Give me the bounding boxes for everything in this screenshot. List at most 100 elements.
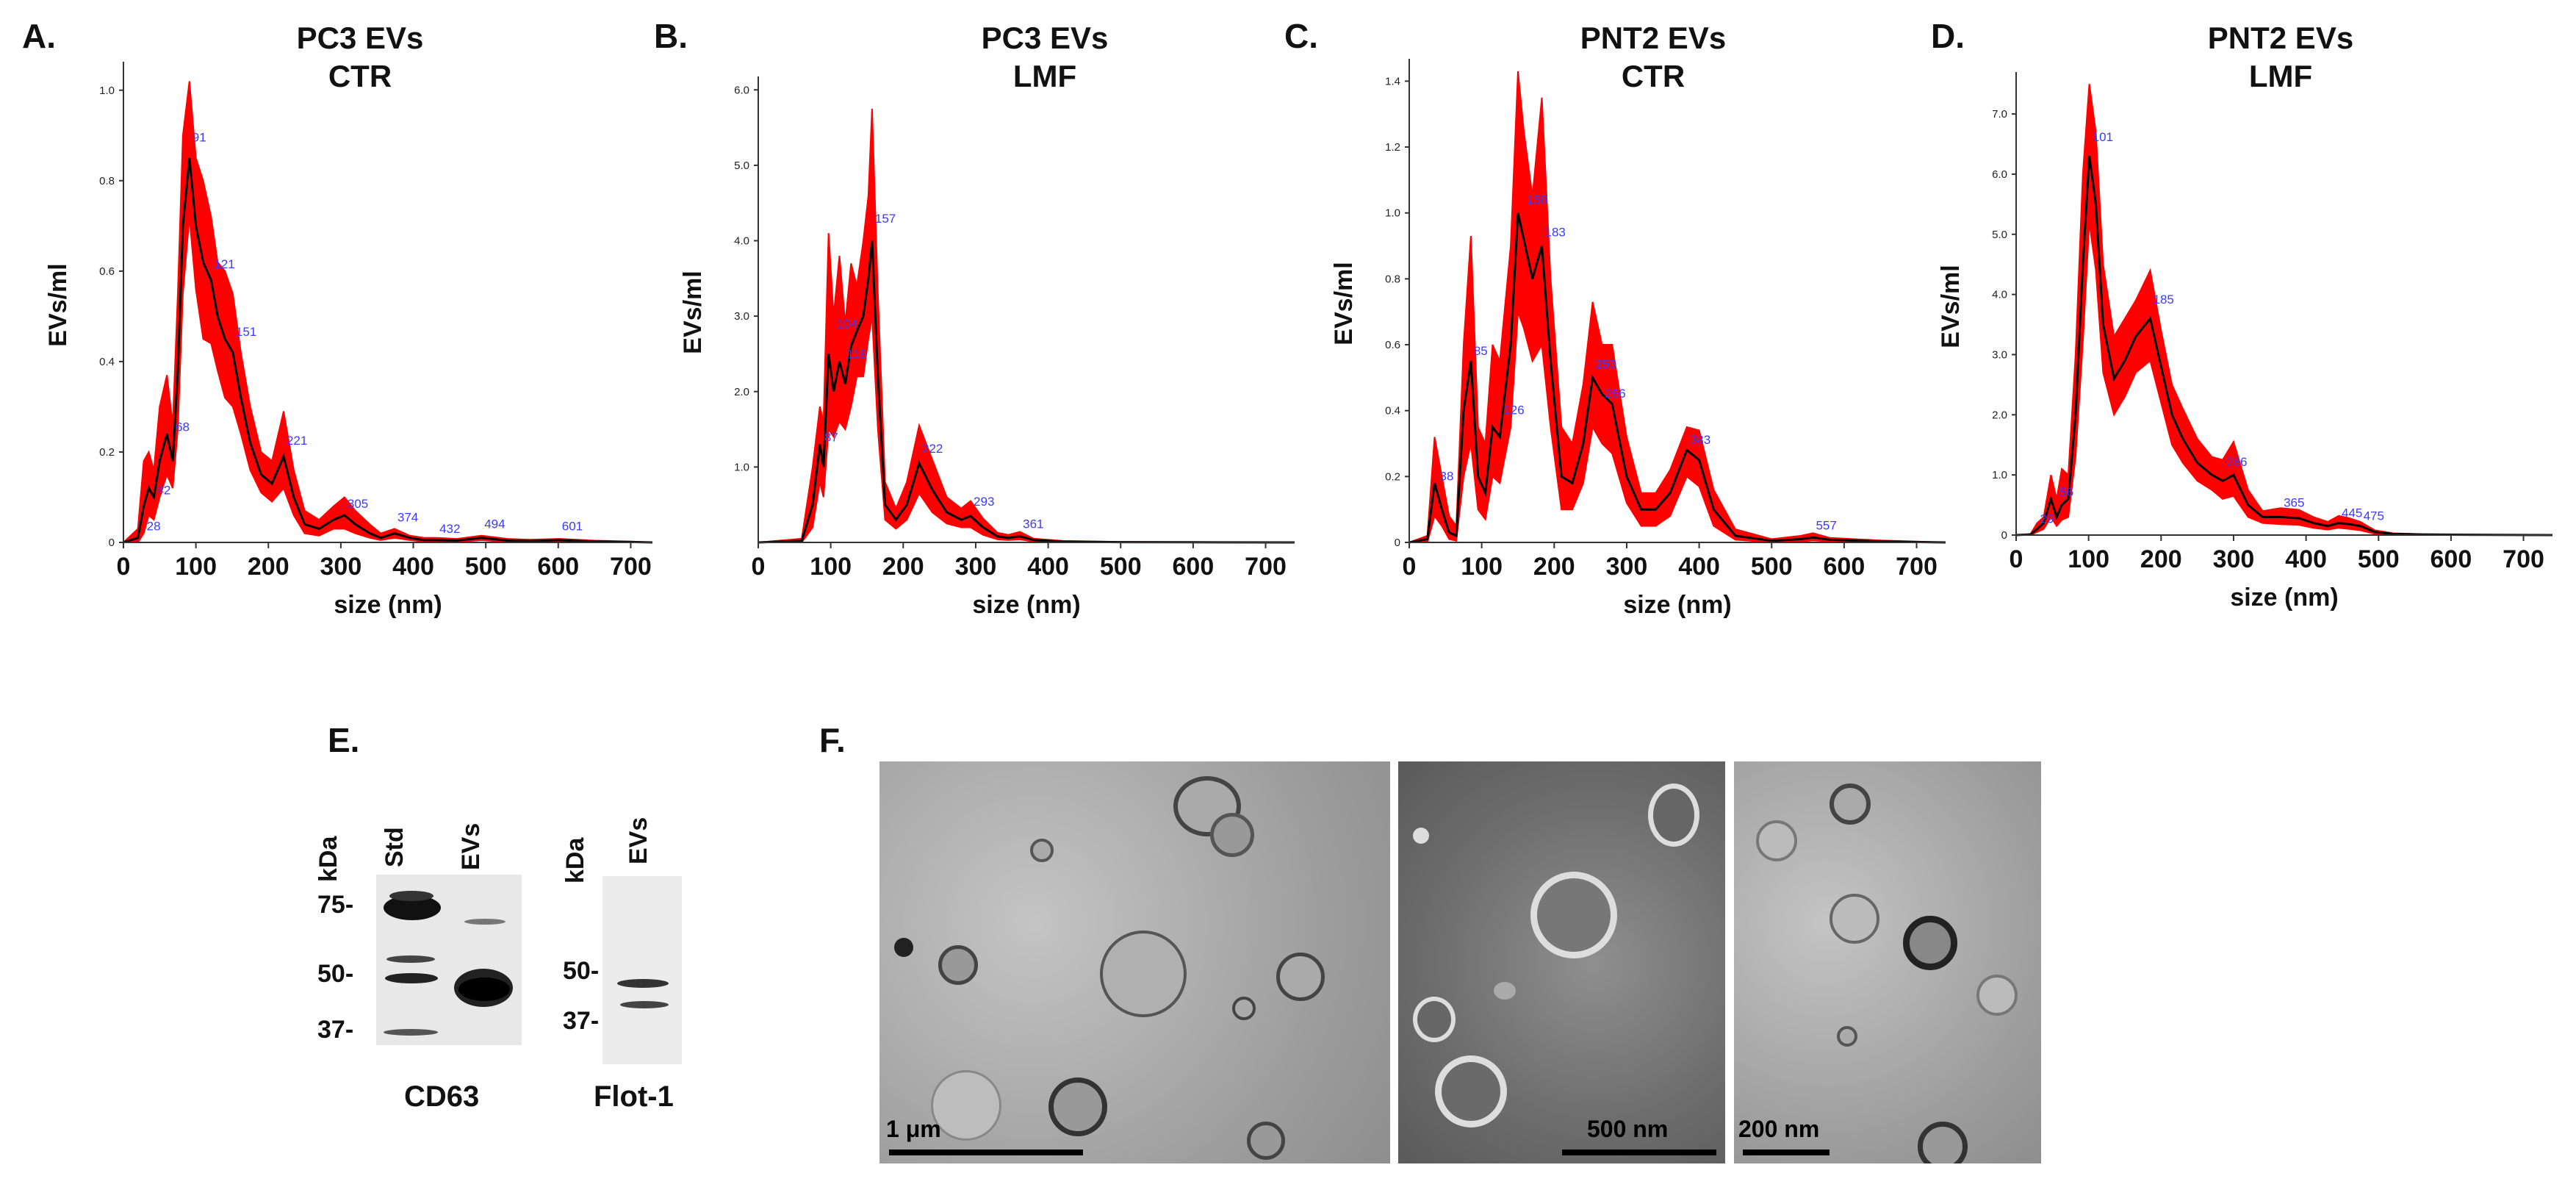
chart-c-y-tick-label: 0.4 — [1385, 405, 1400, 417]
chart-c-x-axis-label: size (nm) — [1623, 591, 1731, 619]
cd63-marker-37: 37- — [317, 1016, 354, 1044]
chart-a-x-tick-label: 0 — [117, 553, 131, 581]
em-scale-label-3: 200 nm — [1738, 1116, 1820, 1142]
em-image-1 — [879, 761, 1390, 1163]
chart-a-peak-label: 121 — [214, 257, 234, 271]
chart-c-y-tick-label: 1.2 — [1385, 141, 1400, 154]
chart-d-y-tick-label: 5.0 — [1992, 229, 2007, 241]
chart-d-x-tick-label: 700 — [2503, 545, 2544, 573]
chart-a-y-tick-label: 0.6 — [99, 265, 115, 278]
cd63-kda-label: kDa — [314, 836, 342, 882]
chart-d-x-tick-label: 200 — [2140, 545, 2182, 573]
chart-a-peak-label: 432 — [439, 522, 460, 536]
chart-b-peak-label: 293 — [974, 495, 994, 509]
chart-a-peak-label: 151 — [236, 325, 256, 339]
chart-c-title-line1: PNT2 EVs — [1580, 21, 1727, 55]
chart-c-peak-label: 126 — [1503, 404, 1524, 417]
chart-b-peak-label: 361 — [1023, 517, 1043, 531]
panel-letter-f: F. — [819, 721, 846, 759]
chart-b-x-tick-label: 100 — [810, 553, 852, 581]
chart-b-x-tick-label: 300 — [955, 553, 997, 581]
chart-d-y-tick-label: 7.0 — [1992, 108, 2007, 121]
flot-marker-50: 50- — [563, 957, 600, 985]
em-scale-label-2: 500 nm — [1587, 1116, 1669, 1142]
chart-a-peak-label: 91 — [193, 131, 206, 145]
chart-c-y-tick-label: 1.4 — [1385, 75, 1400, 87]
em-image-3 — [1734, 761, 2041, 1163]
chart-a-title-line1: PC3 EVs — [296, 21, 424, 55]
chart-c-y-tick-label: 0.6 — [1385, 339, 1400, 351]
chart-d-x-tick-label: 500 — [2358, 545, 2400, 573]
chart-d-title-line1: PNT2 EVs — [2207, 21, 2354, 55]
chart-a-peak-label: 374 — [397, 510, 418, 524]
chart-d-title-line2: LMF — [2248, 59, 2313, 93]
chart-c-y-axis-label: EVs/ml — [1330, 262, 1358, 345]
flot-blot-image — [602, 876, 682, 1064]
cd63-label: CD63 — [404, 1080, 480, 1113]
panel-letter-a: A. — [22, 17, 56, 55]
chart-d-y-tick-label: 2.0 — [1992, 409, 2007, 421]
cd63-marker-75: 75- — [317, 891, 354, 919]
cd63-lane-evs: EVs — [457, 822, 485, 870]
chart-b-y-axis-label: EVs/ml — [679, 270, 707, 354]
chart-a-peak-label: 221 — [287, 434, 307, 448]
cd63-blot-image — [376, 875, 522, 1045]
panel-letter-c: C. — [1284, 17, 1318, 55]
chart-b-peak-label: 157 — [875, 212, 896, 226]
chart-b-title: PC3 EVs LMF — [898, 19, 1192, 96]
chart-d-x-tick-label: 300 — [2213, 545, 2255, 573]
chart-b-peak-label: 87 — [824, 431, 838, 445]
chart-a-y-axis-label: EVs/ml — [44, 263, 72, 346]
panel-letter-e: E. — [328, 721, 360, 759]
chart-d-y-axis-label: EVs/ml — [1937, 265, 1965, 348]
chart-c-y-tick-label: 0 — [1395, 537, 1400, 549]
em-scale-label-1: 1 μm — [886, 1116, 941, 1142]
chart-c-y-tick-label: 1.0 — [1385, 207, 1400, 220]
chart-b-peak-label: 104 — [837, 318, 857, 331]
chart-b-peak-label: 222 — [922, 442, 943, 456]
chart-d-x-axis-label: size (nm) — [2230, 584, 2338, 612]
chart-b-x-tick-label: 400 — [1027, 553, 1069, 581]
chart-a-peak-label: 305 — [348, 497, 368, 511]
chart-b-x-tick-label: 600 — [1173, 553, 1215, 581]
chart-d-x-tick-label: 400 — [2285, 545, 2327, 573]
cd63-lane-std: Std — [381, 827, 409, 867]
chart-d-y-tick-label: 1.0 — [1992, 469, 2007, 481]
chart-a-y-tick-label: 1.0 — [99, 85, 115, 97]
chart-a-y-tick-label: 0.8 — [99, 175, 115, 187]
chart-a-title: PC3 EVs CTR — [213, 19, 507, 96]
chart-d-y-tick-label: 3.0 — [1992, 348, 2007, 361]
chart-a-error-band — [121, 81, 653, 543]
chart-a-x-tick-label: 100 — [175, 553, 217, 581]
chart-a-x-tick-label: 600 — [537, 553, 579, 581]
chart-c-x-tick-label: 500 — [1751, 553, 1793, 581]
chart-d-y-tick-label: 4.0 — [1992, 289, 2007, 301]
chart-b-title-line2: LMF — [1012, 59, 1077, 93]
chart-a-x-tick-label: 400 — [392, 553, 434, 581]
chart-d-x-tick-label: 100 — [2068, 545, 2109, 573]
chart-b-x-tick-label: 200 — [882, 553, 924, 581]
chart-c-y-tick-label: 0.2 — [1385, 470, 1400, 483]
chart-d-error-band — [2015, 84, 2553, 536]
chart-d-peak-label: 475 — [2364, 509, 2384, 523]
chart-d-peak-label: 365 — [2284, 496, 2304, 510]
panel-letter-d: D. — [1931, 17, 1965, 55]
chart-b-x-tick-label: 700 — [1245, 553, 1287, 581]
chart-a-peak-label: 42 — [156, 483, 170, 497]
chart-c-x-tick-label: 400 — [1678, 553, 1720, 581]
chart-c-title-line2: CTR — [1621, 59, 1685, 93]
em-image-2 — [1398, 761, 1725, 1163]
chart-d-x-tick-label: 0 — [2010, 545, 2023, 573]
chart-c-x-tick-label: 0 — [1403, 553, 1417, 581]
chart-a-mean-line — [123, 157, 653, 544]
chart-a-peak-label: 494 — [484, 517, 505, 531]
nta-charts: 0 100 200 300 400 500 600 700 0 0.2 0.4 0.6 0.8 1.0 28… — [44, 59, 2553, 619]
panel-letter-b: B. — [654, 17, 688, 55]
chart-b-peak-label: 118 — [846, 348, 866, 362]
chart-c-peak-label: 383 — [1690, 433, 1710, 447]
chart-c-peak-label: 183 — [1545, 226, 1566, 240]
chart-c-x-tick-label: 300 — [1606, 553, 1648, 581]
chart-a-x-tick-label: 300 — [320, 553, 362, 581]
chart-c-peak-label: 557 — [1816, 519, 1836, 533]
chart-c-y-tick-label: 0.8 — [1385, 273, 1400, 285]
